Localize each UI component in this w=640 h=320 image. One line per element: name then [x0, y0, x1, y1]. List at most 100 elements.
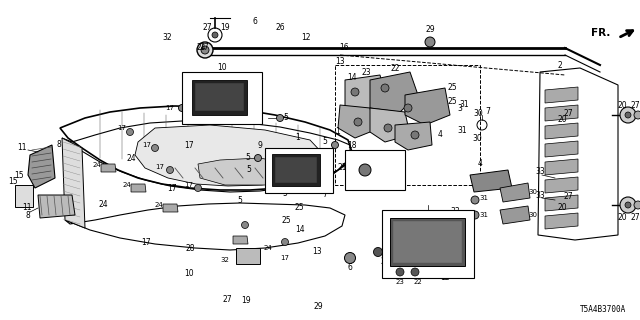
- Text: 17: 17: [118, 125, 127, 131]
- Text: 27: 27: [563, 192, 573, 201]
- Polygon shape: [370, 108, 410, 142]
- Text: 17: 17: [166, 105, 175, 111]
- Bar: [195, 83, 244, 111]
- Text: 24: 24: [93, 162, 101, 168]
- Bar: [265, 148, 333, 193]
- Text: 1: 1: [335, 127, 340, 137]
- Text: 5: 5: [246, 165, 251, 174]
- Circle shape: [359, 164, 371, 176]
- Polygon shape: [545, 195, 578, 211]
- Text: 5: 5: [284, 114, 289, 123]
- Text: 3: 3: [447, 228, 452, 236]
- Circle shape: [404, 104, 412, 112]
- Text: 24: 24: [126, 154, 136, 163]
- Text: 14: 14: [294, 225, 305, 234]
- Text: 28: 28: [268, 173, 276, 182]
- Polygon shape: [405, 88, 450, 125]
- Text: 20: 20: [557, 116, 567, 124]
- Circle shape: [634, 111, 640, 119]
- Text: 8: 8: [26, 211, 30, 220]
- Text: 5: 5: [282, 189, 287, 198]
- Circle shape: [179, 105, 186, 111]
- Polygon shape: [101, 164, 116, 172]
- Polygon shape: [370, 72, 418, 112]
- Bar: [390, 218, 465, 266]
- Bar: [272, 154, 320, 186]
- Text: 14: 14: [347, 74, 357, 83]
- Polygon shape: [345, 75, 385, 110]
- Text: 4: 4: [438, 130, 443, 139]
- Polygon shape: [545, 87, 578, 103]
- Text: 22: 22: [413, 279, 422, 285]
- Bar: [335, 65, 480, 185]
- Text: 21: 21: [346, 160, 355, 169]
- Text: 24: 24: [123, 182, 131, 188]
- Text: 23: 23: [396, 279, 404, 285]
- Circle shape: [625, 202, 631, 208]
- Text: 18: 18: [348, 140, 356, 149]
- Text: 1: 1: [295, 133, 300, 142]
- Polygon shape: [500, 183, 530, 202]
- Text: 33: 33: [451, 228, 461, 237]
- Text: 17: 17: [141, 238, 151, 247]
- Text: 30: 30: [472, 134, 482, 143]
- Circle shape: [411, 131, 419, 139]
- Text: 26: 26: [380, 258, 390, 267]
- Text: 33: 33: [451, 207, 461, 216]
- Text: 25: 25: [447, 84, 457, 92]
- Text: T5A4B3700A: T5A4B3700A: [580, 305, 626, 314]
- Circle shape: [195, 185, 202, 191]
- Text: 27: 27: [630, 100, 640, 109]
- Circle shape: [282, 238, 289, 245]
- Circle shape: [197, 42, 213, 58]
- Text: 17: 17: [143, 142, 152, 148]
- Circle shape: [166, 166, 173, 173]
- Text: 29: 29: [425, 26, 435, 35]
- Text: 24: 24: [198, 104, 209, 113]
- Circle shape: [212, 32, 218, 38]
- Polygon shape: [545, 159, 578, 175]
- Circle shape: [471, 196, 479, 204]
- Text: 5: 5: [323, 138, 328, 147]
- Text: 17: 17: [280, 255, 289, 261]
- Polygon shape: [545, 105, 578, 121]
- Text: 24: 24: [264, 245, 273, 251]
- Circle shape: [411, 268, 419, 276]
- Text: 19: 19: [241, 296, 252, 305]
- Text: 32: 32: [163, 33, 173, 42]
- Text: 7: 7: [323, 190, 328, 199]
- Polygon shape: [163, 204, 178, 212]
- Text: FR.: FR.: [591, 28, 610, 38]
- Circle shape: [625, 112, 631, 118]
- Text: 9: 9: [273, 171, 278, 180]
- Polygon shape: [545, 213, 578, 229]
- Text: 6: 6: [252, 17, 257, 26]
- Circle shape: [201, 46, 209, 54]
- Circle shape: [344, 252, 355, 263]
- Text: 20: 20: [617, 213, 627, 222]
- Circle shape: [634, 201, 640, 209]
- Polygon shape: [198, 158, 300, 185]
- Circle shape: [276, 115, 284, 122]
- Text: 28: 28: [191, 89, 200, 95]
- Text: 33: 33: [535, 167, 545, 177]
- Circle shape: [332, 141, 339, 148]
- Text: 31: 31: [459, 100, 469, 109]
- Text: 25: 25: [447, 98, 457, 107]
- Text: 21: 21: [337, 164, 347, 172]
- Bar: [236, 248, 260, 264]
- Circle shape: [425, 37, 435, 47]
- Bar: [345, 150, 405, 190]
- Text: 20: 20: [557, 203, 567, 212]
- Text: 27: 27: [222, 295, 232, 304]
- Polygon shape: [62, 138, 85, 228]
- Bar: [275, 157, 317, 183]
- Polygon shape: [38, 195, 75, 218]
- Polygon shape: [500, 206, 530, 224]
- Circle shape: [381, 84, 389, 92]
- Bar: [393, 221, 462, 263]
- Text: 3: 3: [457, 104, 462, 113]
- Circle shape: [620, 107, 636, 123]
- Text: 10: 10: [217, 63, 227, 73]
- Polygon shape: [545, 123, 578, 139]
